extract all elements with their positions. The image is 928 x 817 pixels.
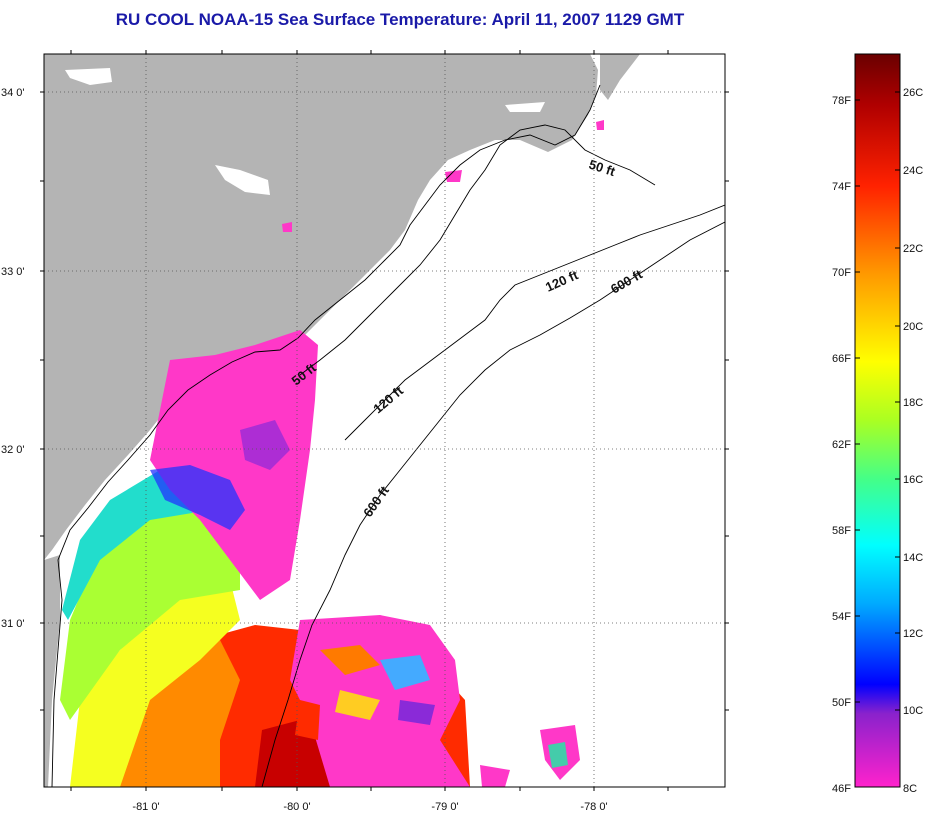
- colorbar-f-58: 58F: [832, 525, 851, 537]
- sst-patch-north-2: [596, 120, 604, 130]
- lat-label-34: 34 0': [1, 87, 25, 99]
- sst-offshore-filament-3: [335, 690, 380, 720]
- lat-label-33: 33 0': [1, 266, 25, 278]
- map-title: RU COOL NOAA-15 Sea Surface Temperature:…: [115, 10, 685, 29]
- inland-gap-2: [215, 165, 270, 195]
- colorbar-c-10: 10C: [903, 705, 923, 717]
- colorbar-c-18: 18C: [903, 397, 923, 409]
- sst-offshore-filament-5: [295, 700, 320, 740]
- sst-purple-patches: [240, 420, 290, 470]
- colorbar-f-70: 70F: [832, 267, 851, 279]
- colorbar-labels: 78F 74F 70F 66F 62F 58F 54F 50F 46F 26C …: [832, 87, 923, 795]
- land-sliver-northeast: [600, 54, 640, 100]
- axis-ticks: [40, 50, 729, 791]
- colorbar-f-54: 54F: [832, 611, 851, 623]
- inland-gap-1: [65, 68, 112, 85]
- colorbar-f-78: 78F: [832, 95, 851, 107]
- contour-120ft: [344, 204, 725, 441]
- contour-50ft: [299, 124, 656, 376]
- colorbar-c-14: 14C: [903, 552, 923, 564]
- inland-gap-3: [505, 102, 545, 112]
- colorbar-c-12: 12C: [903, 628, 923, 640]
- colorbar-ticks: [855, 91, 900, 711]
- sst-green-band: [60, 510, 240, 720]
- sst-offshore-filament-2: [380, 655, 430, 690]
- sst-patch-east-3: [480, 765, 510, 787]
- colorbar: [854, 53, 901, 788]
- lon-label-81: -81 0': [132, 801, 159, 813]
- sst-magenta-coastal: [150, 330, 318, 600]
- land-south: [44, 555, 60, 787]
- colorbar-f-66: 66F: [832, 353, 851, 365]
- colorbar-f-46: 46F: [832, 783, 851, 795]
- colorbar-c-16: 16C: [903, 474, 923, 486]
- sst-yellow-band: [70, 580, 240, 787]
- lat-label-32: 32 0': [1, 444, 25, 456]
- map-frame: [43, 53, 726, 788]
- sst-offshore-filament-1: [320, 645, 380, 675]
- graticule: [44, 54, 725, 787]
- colorbar-c-8: 8C: [903, 783, 917, 795]
- lat-label-31: 31 0': [1, 618, 25, 630]
- colorbar-f-74: 74F: [832, 181, 851, 193]
- sst-patch-east-2: [548, 742, 568, 768]
- colorbar-f-50: 50F: [832, 697, 851, 709]
- sst-patch-north-1: [445, 170, 462, 182]
- sst-offshore-filament-4: [398, 700, 435, 725]
- land-mass: [44, 54, 598, 560]
- lon-label-80: -80 0': [283, 801, 310, 813]
- colorbar-c-22: 22C: [903, 243, 923, 255]
- colorbar-c-20: 20C: [903, 321, 923, 333]
- lon-label-79: -79 0': [431, 801, 458, 813]
- colorbar-f-62: 62F: [832, 439, 851, 451]
- sst-patch-north-3: [282, 222, 292, 232]
- contour-600ft: [261, 221, 725, 787]
- sst-orange-band: [110, 640, 240, 787]
- sst-blue-patches: [150, 465, 245, 530]
- colorbar-c-26: 26C: [903, 87, 923, 99]
- coastline: [51, 84, 601, 787]
- colorbar-c-24: 24C: [903, 165, 923, 177]
- lon-label-78: -78 0': [580, 801, 607, 813]
- sst-cyan-band: [62, 470, 210, 620]
